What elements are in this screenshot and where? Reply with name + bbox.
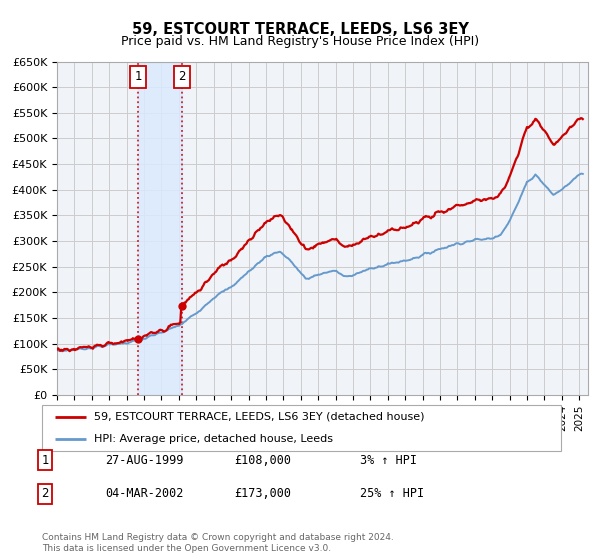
Text: 25% ↑ HPI: 25% ↑ HPI (360, 487, 424, 501)
Bar (138, 62, 182, 395)
Text: 1: 1 (41, 454, 49, 467)
Text: Contains HM Land Registry data © Crown copyright and database right 2024.
This d: Contains HM Land Registry data © Crown c… (42, 533, 394, 553)
Text: Price paid vs. HM Land Registry's House Price Index (HPI): Price paid vs. HM Land Registry's House … (121, 35, 479, 48)
Text: 59, ESTCOURT TERRACE, LEEDS, LS6 3EY (detached house): 59, ESTCOURT TERRACE, LEEDS, LS6 3EY (de… (94, 412, 424, 422)
Text: 04-MAR-2002: 04-MAR-2002 (105, 487, 184, 501)
Text: £173,000: £173,000 (234, 487, 291, 501)
Text: 2: 2 (178, 71, 185, 83)
Text: 59, ESTCOURT TERRACE, LEEDS, LS6 3EY: 59, ESTCOURT TERRACE, LEEDS, LS6 3EY (131, 22, 469, 38)
Text: 2: 2 (41, 487, 49, 501)
Text: 3% ↑ HPI: 3% ↑ HPI (360, 454, 417, 467)
Text: HPI: Average price, detached house, Leeds: HPI: Average price, detached house, Leed… (94, 434, 333, 444)
Text: £108,000: £108,000 (234, 454, 291, 467)
Text: 27-AUG-1999: 27-AUG-1999 (105, 454, 184, 467)
Text: 1: 1 (134, 71, 142, 83)
